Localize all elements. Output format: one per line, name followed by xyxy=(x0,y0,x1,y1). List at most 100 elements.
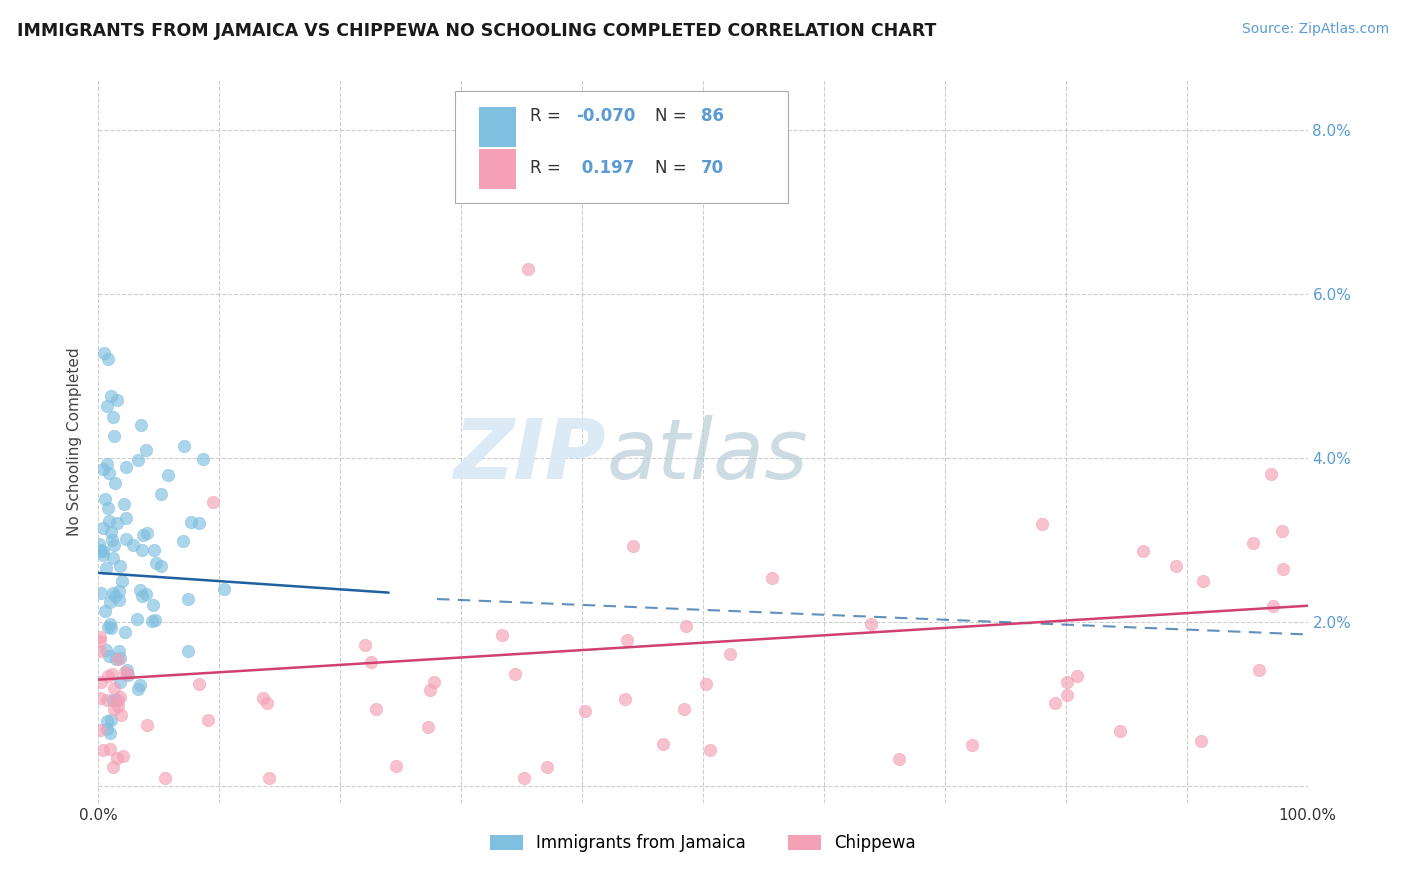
Point xyxy=(110,651,132,665)
Point xyxy=(107,644,129,658)
Point xyxy=(153,771,176,785)
Point xyxy=(108,559,131,574)
Point xyxy=(416,720,439,734)
Point xyxy=(201,495,224,509)
Point xyxy=(96,722,118,736)
Point xyxy=(110,690,132,705)
Point xyxy=(105,393,128,408)
Point xyxy=(93,492,115,507)
Point xyxy=(108,674,131,689)
Point xyxy=(142,598,165,612)
Point xyxy=(107,698,129,713)
Point xyxy=(115,460,138,475)
Point xyxy=(536,760,558,774)
Point xyxy=(128,583,150,598)
Point xyxy=(91,462,114,476)
Point xyxy=(129,418,152,433)
Point xyxy=(98,741,121,756)
Point xyxy=(103,681,125,695)
FancyBboxPatch shape xyxy=(479,149,516,189)
Point xyxy=(142,542,165,557)
Point xyxy=(675,618,697,632)
Point xyxy=(89,723,111,738)
Point xyxy=(157,467,180,482)
Point xyxy=(422,674,444,689)
Point xyxy=(136,718,159,732)
Point xyxy=(1189,733,1212,747)
Point xyxy=(695,677,717,691)
Point xyxy=(145,556,167,570)
Point xyxy=(141,614,163,628)
Point xyxy=(127,681,149,696)
Text: Source: ZipAtlas.com: Source: ZipAtlas.com xyxy=(1241,22,1389,37)
Point xyxy=(616,632,638,647)
Point xyxy=(197,713,219,727)
Point xyxy=(100,389,122,403)
Point xyxy=(90,585,112,599)
Point xyxy=(101,533,124,548)
Point xyxy=(98,726,121,740)
Point xyxy=(1109,724,1132,739)
Point xyxy=(354,638,377,652)
Point xyxy=(887,751,910,765)
Point xyxy=(93,345,115,359)
Point xyxy=(505,667,527,681)
Point xyxy=(135,442,157,457)
Point xyxy=(91,543,114,558)
Text: R =: R = xyxy=(530,107,567,126)
Point xyxy=(177,643,200,657)
Point xyxy=(513,771,536,785)
Point xyxy=(100,616,122,631)
Point xyxy=(1260,467,1282,482)
Point xyxy=(107,651,129,665)
Point xyxy=(94,561,117,575)
Point xyxy=(103,538,125,552)
Point xyxy=(256,696,278,710)
Point xyxy=(188,677,211,691)
Text: 86: 86 xyxy=(700,107,724,126)
Point xyxy=(859,617,882,632)
Point xyxy=(105,516,128,530)
Point xyxy=(149,558,172,573)
Point xyxy=(176,591,198,606)
Y-axis label: No Schooling Completed: No Schooling Completed xyxy=(67,347,83,536)
Point xyxy=(89,633,111,648)
Point xyxy=(150,487,173,501)
Text: N =: N = xyxy=(655,107,692,126)
Point xyxy=(100,621,122,635)
Point xyxy=(761,572,783,586)
Point xyxy=(89,544,111,558)
Point xyxy=(173,439,195,453)
Point xyxy=(112,496,135,510)
Text: 70: 70 xyxy=(700,160,724,178)
Point xyxy=(100,595,122,609)
Point xyxy=(97,620,120,634)
Point xyxy=(107,693,129,707)
Point xyxy=(136,526,159,541)
Text: IMMIGRANTS FROM JAMAICA VS CHIPPEWA NO SCHOOLING COMPLETED CORRELATION CHART: IMMIGRANTS FROM JAMAICA VS CHIPPEWA NO S… xyxy=(17,22,936,40)
Text: R =: R = xyxy=(530,160,567,178)
Point xyxy=(188,516,211,530)
Point xyxy=(97,514,120,528)
Point xyxy=(117,667,139,681)
Point xyxy=(98,466,121,480)
Point xyxy=(101,550,124,565)
Point xyxy=(104,476,127,491)
FancyBboxPatch shape xyxy=(456,91,787,203)
Point xyxy=(97,668,120,682)
Point xyxy=(672,701,695,715)
Point xyxy=(516,262,538,277)
Point xyxy=(384,759,406,773)
Point xyxy=(1031,516,1053,531)
Point xyxy=(91,742,114,756)
Point xyxy=(1056,675,1078,690)
Point xyxy=(212,582,235,596)
Point xyxy=(96,399,118,413)
Point xyxy=(96,643,118,657)
Point xyxy=(1166,559,1188,574)
Point xyxy=(104,589,127,603)
Point xyxy=(104,693,127,707)
Point xyxy=(651,737,673,751)
Point xyxy=(101,760,124,774)
Point xyxy=(131,543,153,558)
